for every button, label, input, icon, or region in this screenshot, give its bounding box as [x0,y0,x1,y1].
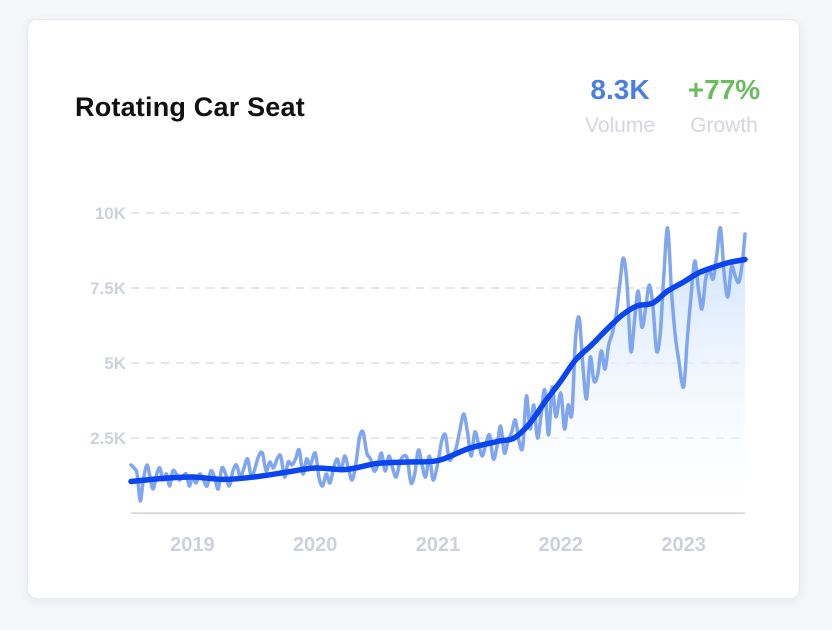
volume-label: Volume [584,114,656,137]
y-tick-label: 7.5K [90,279,127,298]
card-title: Rotating Car Seat [75,92,305,122]
trend-chart: 2.5K 5K 7.5K 10K 2019 2020 2021 2022 2023 [90,204,748,556]
volume-value: 8.3K [590,74,650,105]
raw-series [129,226,747,503]
growth-value: +77% [687,74,761,105]
volume-metric: 8.3K Volume [560,74,680,140]
y-tick-label: 5K [104,354,126,373]
growth-label: Growth [690,114,758,137]
x-tick-label: 2020 [293,534,338,556]
x-tick-label: 2022 [539,534,584,556]
x-tick-label: 2021 [416,534,461,556]
area-fill [131,259,745,513]
y-tick-label: 2.5K [90,429,127,448]
y-tick-label: 10K [95,204,127,223]
raw-volume-line [129,226,747,503]
x-tick-label: 2023 [661,534,706,556]
trend-area [131,259,745,513]
trend-series [128,256,748,485]
trend-line [128,256,748,485]
growth-metric: +77% Growth [664,74,784,140]
x-tick-label: 2019 [170,534,215,556]
trend-card: Rotating Car Seat 8.3K Volume +77% Growt… [27,19,800,599]
x-axis-ticks: 2019 2020 2021 2022 2023 [170,534,706,556]
y-axis-ticks: 2.5K 5K 7.5K 10K [90,204,127,448]
